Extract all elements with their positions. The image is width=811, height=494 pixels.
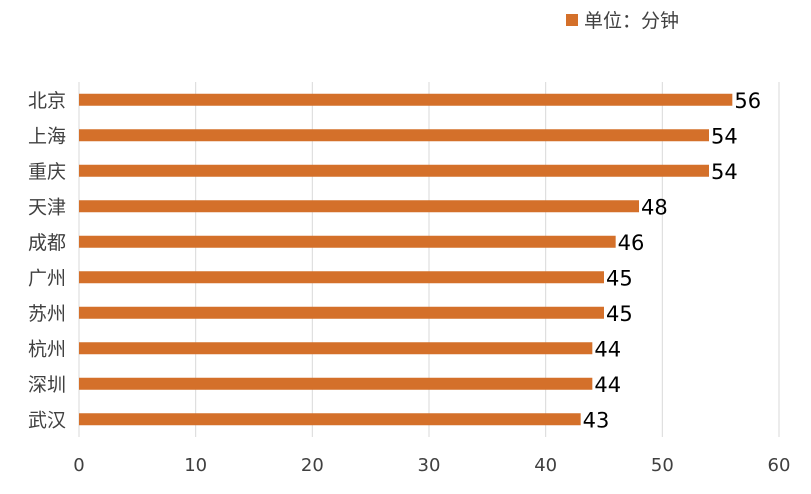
x-tick-label: 10 [184,455,207,476]
x-tick-label: 30 [418,455,441,476]
bar [79,164,709,177]
category-label: 成都 [28,232,66,254]
bar [79,129,709,142]
bar [79,377,593,390]
value-label: 44 [594,373,621,397]
legend: 单位：分钟 [566,10,679,32]
value-labels: 56 54 54 48 46 45 45 44 44 43 [583,89,761,433]
value-label: 43 [583,408,610,432]
value-label: 45 [606,266,633,290]
x-axis-ticks: 0 10 20 30 40 50 60 [73,455,790,476]
bar [79,93,733,106]
x-tick-label: 50 [651,455,674,476]
x-tick-label: 0 [73,455,84,476]
value-label: 56 [734,89,761,113]
bar [79,200,639,213]
x-tick-label: 40 [534,455,557,476]
x-tick-label: 60 [768,455,791,476]
legend-label: 单位：分钟 [584,10,679,32]
category-label: 重庆 [28,161,66,183]
category-label: 广州 [28,267,66,289]
bar [79,271,604,284]
category-label: 上海 [28,125,66,147]
category-label: 苏州 [28,303,66,325]
legend-swatch [566,14,578,26]
value-label: 54 [711,160,738,184]
x-tick-label: 20 [301,455,324,476]
category-label: 杭州 [28,338,66,360]
value-label: 48 [641,195,668,219]
value-label: 44 [594,337,621,361]
category-label: 北京 [28,90,66,112]
bar [79,413,581,426]
value-label: 54 [711,124,738,148]
bar [79,306,604,319]
bar [79,342,593,355]
value-label: 45 [606,302,633,326]
category-label: 深圳 [28,374,66,396]
category-label: 武汉 [28,409,66,431]
value-label: 46 [618,231,645,255]
bars [79,93,733,426]
bar [79,235,616,248]
category-label: 天津 [28,196,66,218]
